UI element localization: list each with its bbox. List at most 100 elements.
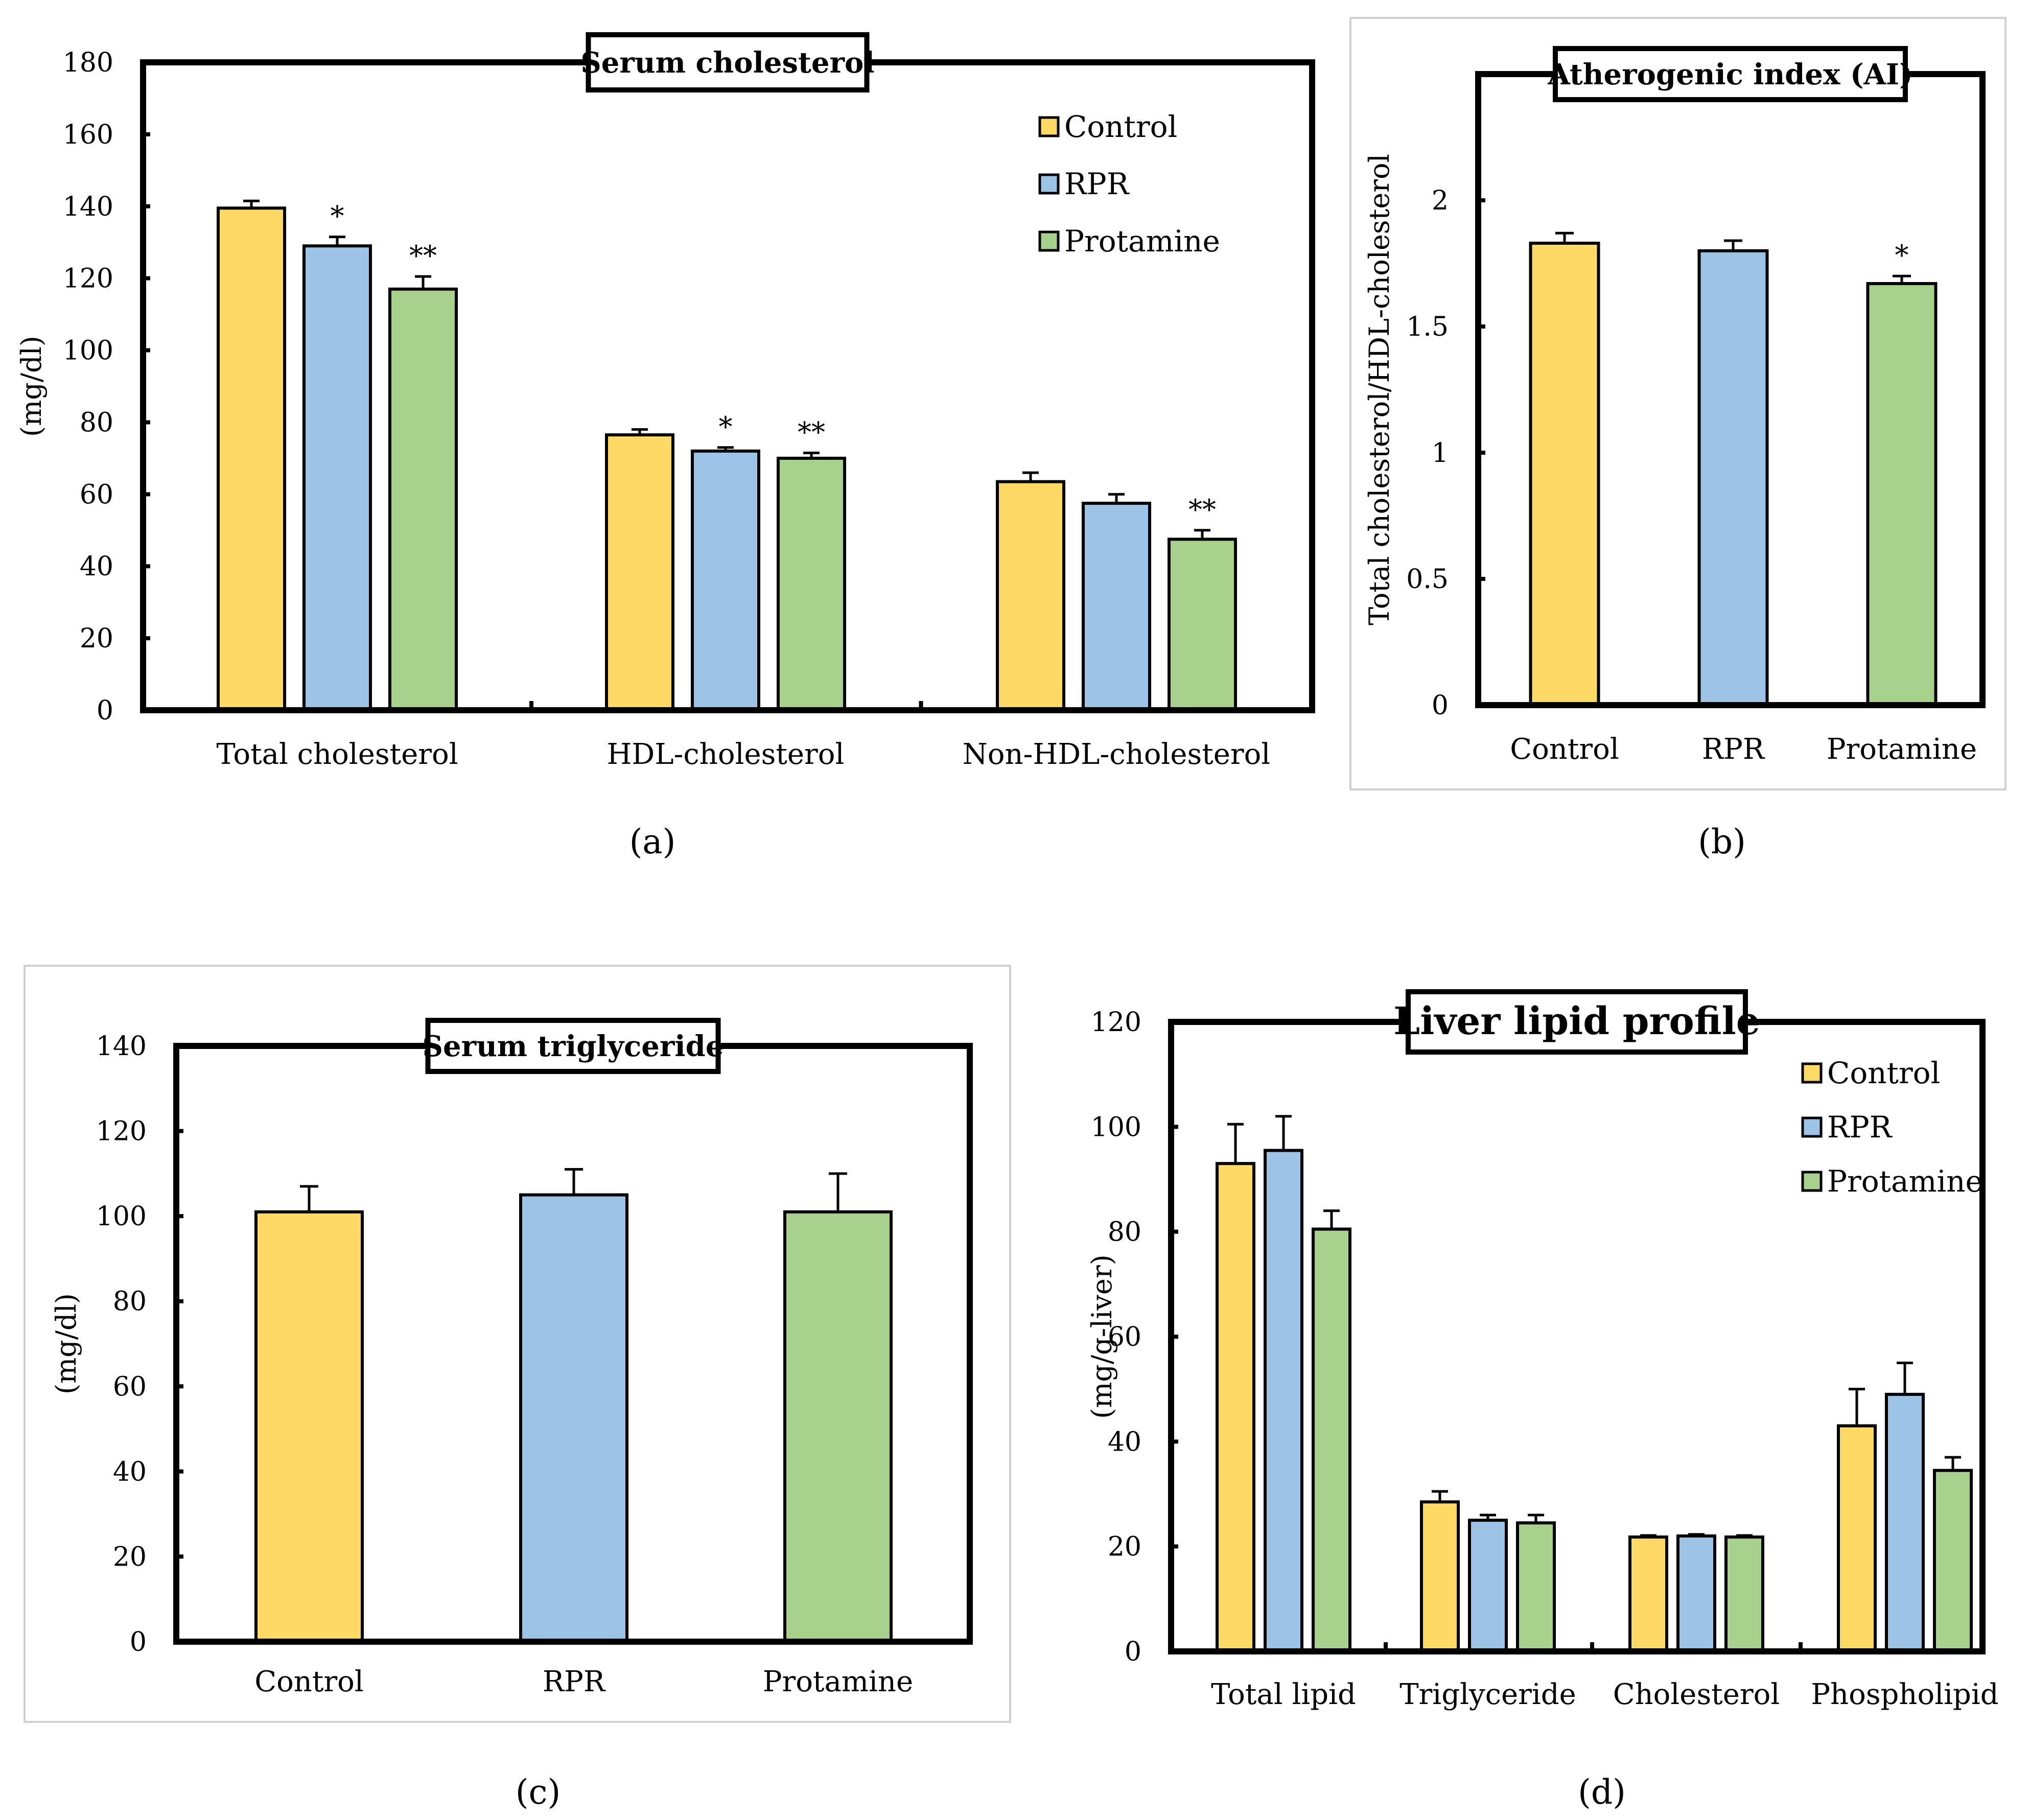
x-axis-labels: Control RPR Protamine (1510, 733, 1977, 766)
y-tick-label: 40 (113, 1457, 147, 1487)
bar-control (1529, 241, 1600, 707)
y-tick-label: 40 (80, 551, 113, 582)
x-axis-labels: Control RPR Protamine (254, 1665, 913, 1698)
y-tick-label: 1.5 (1406, 312, 1449, 342)
y-tick-label: 140 (63, 192, 113, 222)
y-tick-label: 0.5 (1406, 564, 1449, 595)
y-tick-label: 20 (1108, 1532, 1141, 1562)
y-tick-label: 160 (63, 120, 113, 150)
y-tick-label: 100 (63, 336, 113, 366)
significance-marks: ******** (331, 200, 1217, 526)
bars (1216, 1115, 1973, 1653)
x-category-label: Triglyceride (1399, 1678, 1576, 1711)
y-tick-label: 20 (113, 1542, 147, 1572)
x-category-label: Total cholesterol (216, 738, 458, 771)
chart-title: Atherogenic index (AI) (1547, 58, 1912, 91)
bar-control-2 (996, 480, 1065, 712)
y-tick-label: 120 (96, 1116, 147, 1147)
y-axis-label: (mg/g-liver) (1086, 1254, 1118, 1419)
x-axis-labels: Total cholesterol HDL-cholesterol Non-HDL-… (216, 738, 1270, 771)
x-category-label: Total lipid (1211, 1678, 1356, 1711)
bar-rpr (1697, 249, 1769, 707)
legend-label: Control (1064, 109, 1177, 144)
significance-mark: * (719, 411, 733, 443)
bar-control (254, 1210, 364, 1643)
legend-label: RPR (1827, 1110, 1893, 1145)
bar-rpr-3 (1885, 1392, 1925, 1653)
bar-control-0 (1216, 1162, 1255, 1653)
legend-swatch-rpr (1038, 173, 1060, 195)
x-category-label: Control (254, 1665, 364, 1698)
chart-b: * 0 0.5 1 1.5 2 Control RPR Protamine Total chole… (1349, 17, 2006, 861)
bar-control-1 (1420, 1500, 1460, 1653)
y-tick-label: 80 (113, 1287, 147, 1317)
bar-rpr-2 (1082, 501, 1151, 712)
legend-swatch-rpr (1801, 1116, 1823, 1138)
chart-title: Liver lipid profile (1393, 999, 1760, 1043)
chart-c: 0 20 40 60 80 100 120 140 Control RPR Protamine (mg… (24, 965, 1011, 1812)
chart-title-box (1406, 989, 1748, 1055)
x-category-label: Protamine (1827, 733, 1977, 766)
bar-rpr-0 (302, 244, 372, 712)
significance-mark: ** (409, 240, 437, 272)
y-tick-label: 140 (96, 1031, 147, 1062)
legend: Control RPR Protamine (1801, 1056, 1983, 1199)
bars (1529, 231, 1938, 707)
chart-title-box (425, 1018, 721, 1074)
legend: Control RPR Protamine (1038, 109, 1220, 259)
y-tick-label: 60 (80, 479, 113, 510)
y-tick-label: 60 (113, 1371, 147, 1402)
y-tick-label: 0 (1125, 1637, 1141, 1667)
x-category-label: Cholesterol (1613, 1678, 1780, 1711)
y-tick-label: 120 (63, 264, 113, 294)
panel-caption: (b) (1698, 822, 1746, 861)
y-axis-label: (mg/dl) (50, 1293, 82, 1394)
y-axis-ticks: 0 20 40 60 80 100 120 140 (96, 1031, 183, 1658)
y-axis-ticks: 0 20 40 60 80 100 120 (1091, 1007, 1803, 1667)
y-tick-label: 40 (1108, 1427, 1141, 1457)
bars (217, 199, 1237, 712)
bar-control-0 (217, 206, 286, 712)
y-axis-label: (mg/dl) (15, 336, 48, 437)
bar-rpr-2 (1676, 1534, 1716, 1653)
legend-swatch-protamine (1801, 1171, 1823, 1192)
bar-protamine-2 (1168, 538, 1237, 712)
bar-protamine-1 (1516, 1521, 1556, 1653)
x-category-label: Control (1510, 733, 1619, 766)
legend-swatch-protamine (1038, 230, 1060, 252)
x-category-label: Phospholipid (1811, 1678, 1998, 1711)
significance-marks: * (1895, 239, 1909, 271)
bar-protamine-0 (388, 287, 458, 712)
y-tick-label: 0 (130, 1627, 147, 1658)
y-tick-label: 100 (96, 1201, 147, 1232)
bar-control-3 (1837, 1424, 1877, 1653)
bar-protamine-1 (777, 456, 846, 712)
panel-caption: (c) (516, 1772, 561, 1812)
bar-rpr-1 (691, 449, 760, 712)
panel-caption: (a) (629, 822, 676, 861)
y-tick-label: 180 (63, 48, 113, 78)
bar-protamine (1866, 282, 1938, 707)
legend-label: Protamine (1064, 224, 1220, 259)
y-axis-label: Total cholesterol/HDL-cholesterol (1363, 154, 1395, 625)
significance-mark: * (331, 200, 344, 232)
x-category-label: RPR (543, 1665, 606, 1698)
bars (254, 1168, 893, 1643)
bar-rpr-1 (1468, 1519, 1508, 1653)
chart-title-box (1553, 46, 1908, 102)
y-tick-label: 80 (80, 407, 113, 438)
significance-mark: * (1895, 239, 1909, 271)
y-tick-label: 120 (1091, 1007, 1141, 1038)
significance-mark: ** (1188, 494, 1216, 526)
x-category-label: Protamine (763, 1665, 913, 1698)
legend-label: Protamine (1827, 1164, 1983, 1199)
chart-d: 0 20 40 60 80 100 120 Total lipid Triglyceride Ch… (1086, 989, 1999, 1812)
y-tick-label: 0 (97, 695, 113, 726)
y-tick-label: 2 (1432, 185, 1449, 216)
chart-title: Serum cholesterol (580, 46, 874, 80)
legend-swatch-control (1801, 1062, 1823, 1084)
panel-caption: (d) (1578, 1772, 1626, 1812)
x-axis-labels: Total lipid Triglyceride Cholesterol Phosph… (1211, 1678, 1999, 1711)
